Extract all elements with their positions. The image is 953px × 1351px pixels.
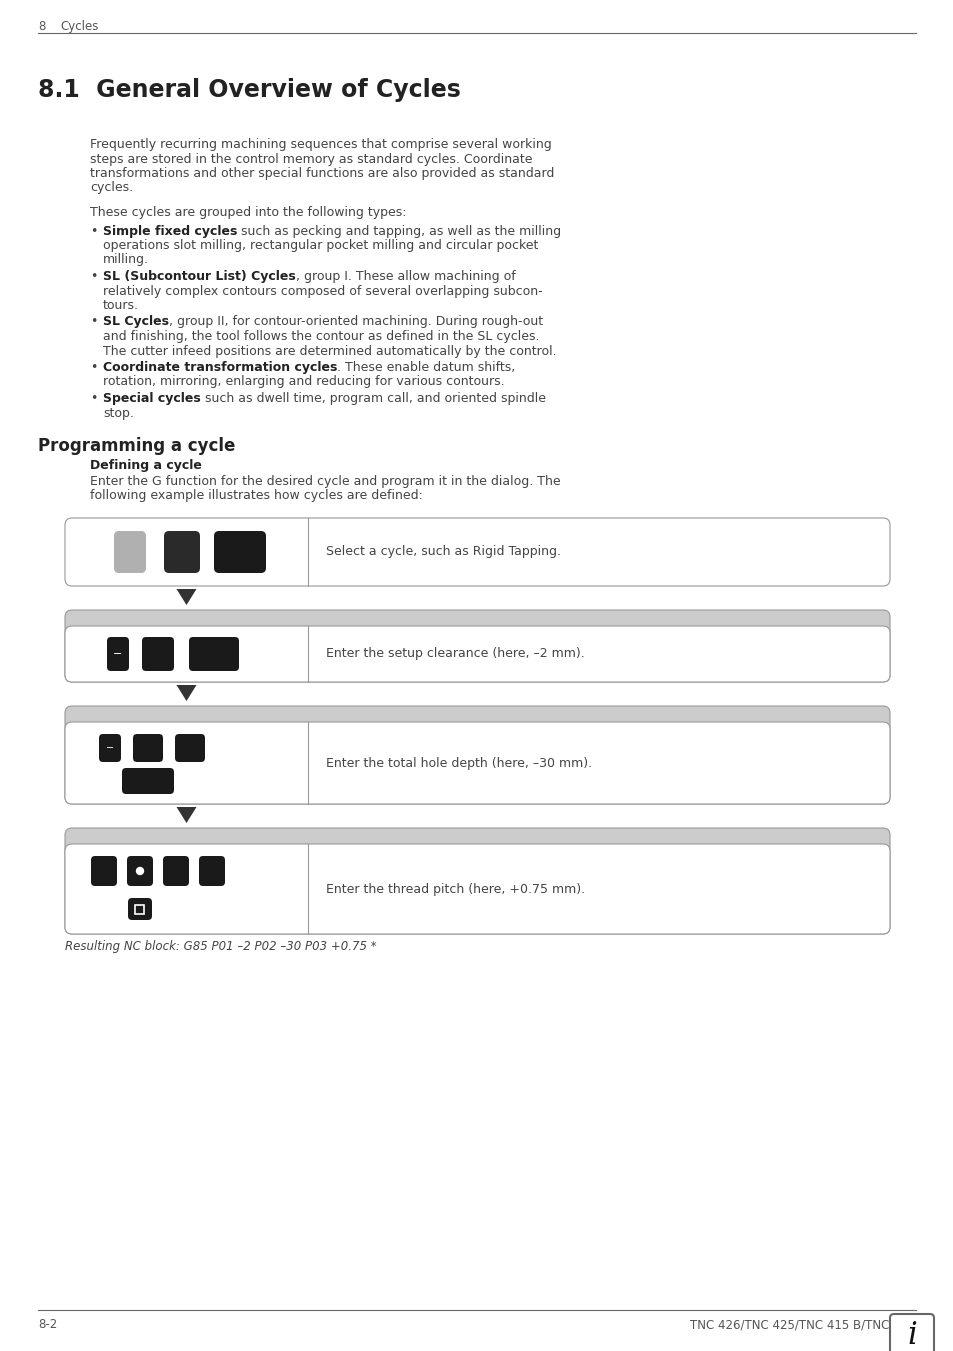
Text: tours.: tours. [103,299,139,312]
Text: •: • [90,270,97,282]
Text: , group I. These allow machining of: , group I. These allow machining of [295,270,515,282]
FancyBboxPatch shape [65,626,889,682]
Text: These cycles are grouped into the following types:: These cycles are grouped into the follow… [90,205,406,219]
Text: stop.: stop. [103,407,133,420]
FancyBboxPatch shape [65,844,889,934]
Text: , group II, for contour-oriented machining. During rough-out: , group II, for contour-oriented machini… [169,316,542,328]
Text: SL (Subcontour List) Cycles: SL (Subcontour List) Cycles [103,270,295,282]
Text: SL Cycles: SL Cycles [103,316,169,328]
Text: such as dwell time, program call, and oriented spindle: such as dwell time, program call, and or… [200,392,545,405]
FancyBboxPatch shape [199,857,225,886]
Text: Select a cycle, such as Rigid Tapping.: Select a cycle, such as Rigid Tapping. [326,546,560,558]
Text: steps are stored in the control memory as standard cycles. Coordinate: steps are stored in the control memory a… [90,153,532,166]
Text: Enter the setup clearance (here, –2 mm).: Enter the setup clearance (here, –2 mm). [326,647,584,661]
FancyBboxPatch shape [189,638,239,671]
Text: i: i [906,1320,916,1351]
Polygon shape [176,589,196,605]
Text: Resulting NC block: G85 P01 –2 P02 –30 P03 +0.75 *: Resulting NC block: G85 P01 –2 P02 –30 P… [65,940,376,952]
Text: following example illustrates how cycles are defined:: following example illustrates how cycles… [90,489,422,503]
FancyBboxPatch shape [213,531,266,573]
Text: Enter the total hole depth (here, –30 mm).: Enter the total hole depth (here, –30 mm… [326,757,592,770]
Polygon shape [176,807,196,823]
Circle shape [136,867,143,874]
Text: relatively complex contours composed of several overlapping subcon-: relatively complex contours composed of … [103,285,542,297]
Text: Programming a cycle: Programming a cycle [38,436,235,455]
FancyBboxPatch shape [65,707,889,804]
FancyBboxPatch shape [128,898,152,920]
FancyBboxPatch shape [164,531,200,573]
Text: −: − [106,743,114,753]
FancyBboxPatch shape [174,734,205,762]
FancyBboxPatch shape [65,828,889,934]
Text: The cutter infeed positions are determined automatically by the control.: The cutter infeed positions are determin… [103,345,556,358]
Text: milling.: milling. [103,254,149,266]
FancyBboxPatch shape [113,531,146,573]
FancyBboxPatch shape [132,734,163,762]
Text: Frequently recurring machining sequences that comprise several working: Frequently recurring machining sequences… [90,138,551,151]
FancyBboxPatch shape [65,721,889,804]
Text: •: • [90,224,97,238]
FancyBboxPatch shape [99,734,121,762]
FancyBboxPatch shape [91,857,117,886]
Text: operations slot milling, rectangular pocket milling and circular pocket: operations slot milling, rectangular poc… [103,239,537,253]
Text: 8-2: 8-2 [38,1319,57,1331]
FancyBboxPatch shape [127,857,152,886]
Text: −: − [113,648,123,659]
Text: TNC 426/TNC 425/TNC 415 B/TNC 407: TNC 426/TNC 425/TNC 415 B/TNC 407 [690,1319,915,1331]
FancyBboxPatch shape [163,857,189,886]
Text: 8: 8 [38,20,46,32]
Text: Special cycles: Special cycles [103,392,200,405]
Bar [135,905,144,913]
Text: Enter the thread pitch (here, +0.75 mm).: Enter the thread pitch (here, +0.75 mm). [326,882,584,896]
Text: such as pecking and tapping, as well as the milling: such as pecking and tapping, as well as … [237,224,561,238]
Text: Simple fixed cycles: Simple fixed cycles [103,224,237,238]
Text: Defining a cycle: Defining a cycle [90,459,202,471]
Text: rotation, mirroring, enlarging and reducing for various contours.: rotation, mirroring, enlarging and reduc… [103,376,504,389]
Text: cycles.: cycles. [90,181,133,195]
FancyBboxPatch shape [122,767,173,794]
Text: •: • [90,361,97,374]
Text: •: • [90,316,97,328]
Text: Enter the G function for the desired cycle and program it in the dialog. The: Enter the G function for the desired cyc… [90,476,560,488]
Text: transformations and other special functions are also provided as standard: transformations and other special functi… [90,168,554,180]
Text: Coordinate transformation cycles: Coordinate transformation cycles [103,361,337,374]
FancyBboxPatch shape [889,1315,933,1351]
Polygon shape [176,685,196,701]
FancyBboxPatch shape [65,611,889,682]
Text: 8.1  General Overview of Cycles: 8.1 General Overview of Cycles [38,78,460,101]
Text: Cycles: Cycles [60,20,98,32]
FancyBboxPatch shape [107,638,129,671]
Text: . These enable datum shifts,: . These enable datum shifts, [337,361,515,374]
Text: and finishing, the tool follows the contour as defined in the SL cycles.: and finishing, the tool follows the cont… [103,330,539,343]
FancyBboxPatch shape [142,638,173,671]
FancyBboxPatch shape [65,517,889,586]
Text: •: • [90,392,97,405]
